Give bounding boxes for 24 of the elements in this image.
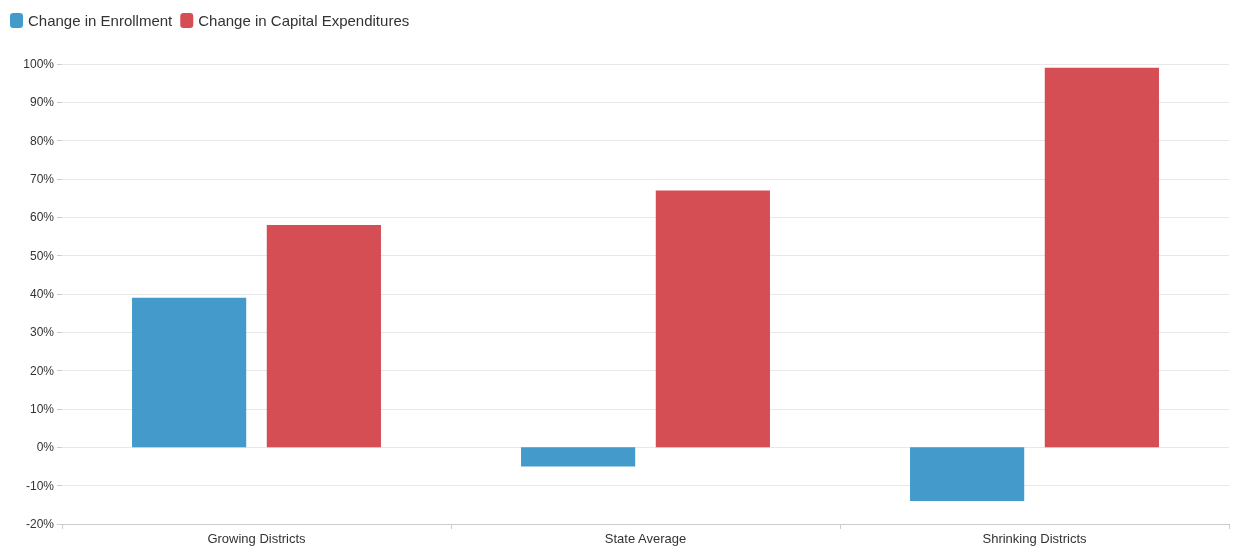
y-tick-label: -20% [25, 517, 55, 531]
legend-label: Change in Capital Expenditures [198, 12, 410, 29]
x-tick-label: Growing Districts [207, 531, 307, 546]
y-tick-label: 80% [29, 133, 55, 148]
y-tick-label: 0% [36, 440, 55, 455]
bar [1044, 67, 1159, 448]
y-tick-label: 30% [29, 325, 55, 340]
x-tick-label: State Average [604, 531, 687, 546]
bar [521, 447, 636, 467]
y-tick-label: 40% [29, 287, 55, 301]
bar [266, 225, 381, 448]
y-tick-label: 20% [29, 363, 55, 378]
y-tick-label: 70% [29, 172, 55, 186]
y-tick-label: 100% [23, 57, 55, 71]
bar [910, 447, 1025, 501]
y-tick-label: 50% [29, 248, 55, 263]
legend-label: Change in Enrollment [28, 12, 174, 29]
bar [655, 190, 770, 448]
bar [132, 297, 247, 448]
x-tick-label: Shrinking Districts [982, 531, 1088, 546]
y-tick-label: 90% [29, 95, 55, 110]
y-tick-label: -10% [25, 478, 55, 493]
y-tick-label: 10% [29, 402, 55, 416]
y-tick-label: 60% [29, 210, 55, 225]
